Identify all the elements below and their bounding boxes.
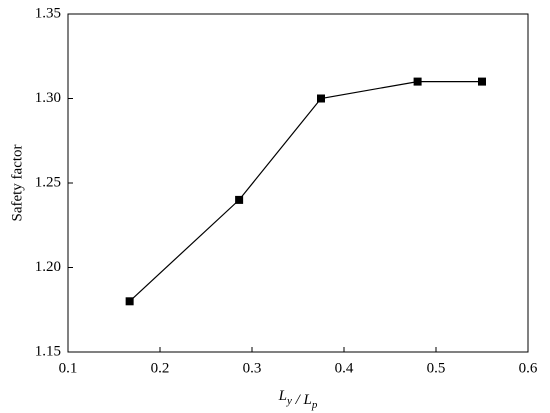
y-axis-label: Safety factor — [9, 144, 25, 221]
marker — [478, 77, 486, 86]
x-tick-label: 0.6 — [519, 360, 538, 376]
x-tick-label: 0.4 — [335, 360, 354, 376]
y-tick-label: 1.15 — [35, 343, 61, 359]
x-tick-label: 0.2 — [151, 360, 170, 376]
marker — [317, 94, 325, 103]
x-tick-label: 0.1 — [59, 360, 78, 376]
y-tick-label: 1.25 — [35, 174, 61, 190]
marker — [413, 77, 422, 86]
x-axis-label: Ly / Lp — [278, 388, 318, 410]
y-tick-label: 1.20 — [35, 259, 61, 275]
marker — [235, 195, 244, 204]
plot-frame — [67, 13, 529, 353]
data-line — [129, 81, 482, 302]
marker — [125, 297, 134, 306]
x-tick-label: 0.5 — [427, 360, 446, 376]
y-tick-label: 1.30 — [35, 90, 61, 106]
y-tick-label: 1.35 — [35, 5, 61, 21]
x-tick-label: 0.3 — [243, 360, 262, 376]
